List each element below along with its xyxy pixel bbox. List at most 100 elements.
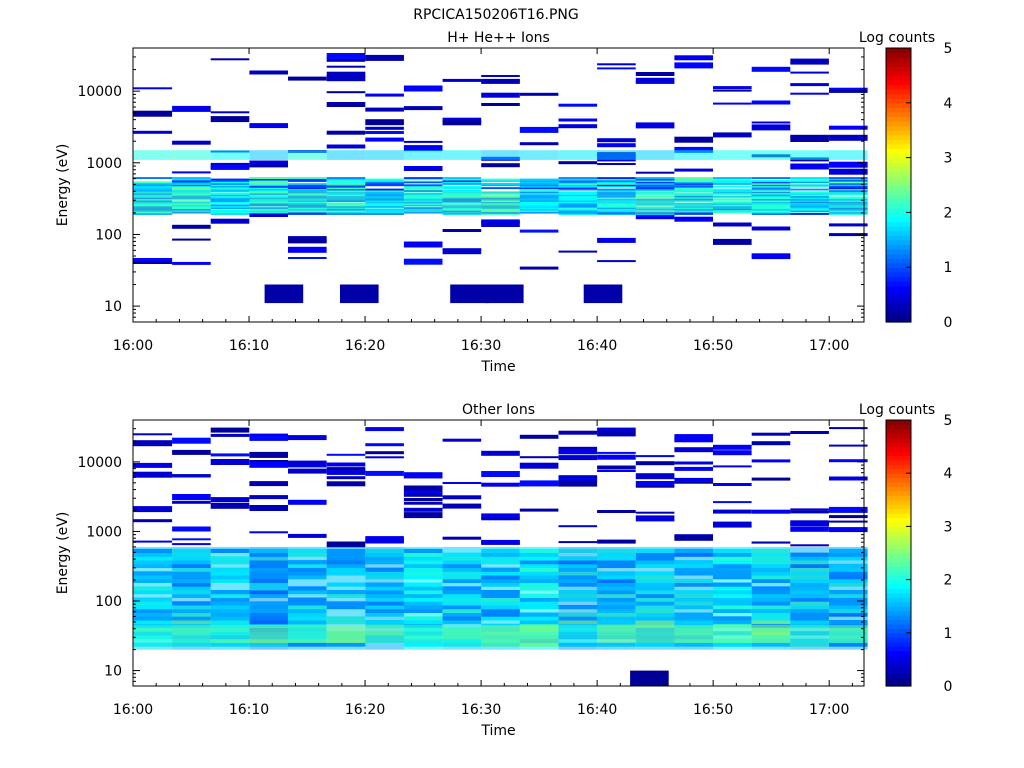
heatmap-cell <box>597 190 636 192</box>
heatmap-cell <box>288 187 327 190</box>
heatmap-cell <box>597 180 636 182</box>
heatmap-cell <box>210 213 250 215</box>
heatmap-band-cell <box>249 625 288 643</box>
colorbar-segment <box>886 121 911 127</box>
heatmap-cell <box>403 188 443 191</box>
y-axis-label: Energy (eV) <box>55 512 71 595</box>
colorbar-segment <box>886 162 911 168</box>
heatmap-cell <box>172 543 211 546</box>
heatmap-cell <box>713 444 752 450</box>
heatmap-cell <box>790 510 829 514</box>
heatmap-cell <box>403 493 443 497</box>
colorbar-frame <box>885 47 912 323</box>
colorbar-segment <box>886 212 911 218</box>
heatmap-cell <box>751 188 791 191</box>
heatmap-cell <box>597 260 636 263</box>
heatmap-cell <box>597 451 636 454</box>
heatmap-cell <box>674 481 713 484</box>
heatmap-cell <box>172 187 211 190</box>
heatmap-cell <box>635 185 675 188</box>
heatmap-cell <box>790 136 829 142</box>
heatmap-cell <box>210 453 250 457</box>
heatmap-band-cell <box>674 625 713 643</box>
colorbar-segment <box>886 659 911 665</box>
heatmap-band-cell <box>365 150 404 160</box>
heatmap-cell <box>172 238 211 241</box>
colorbar-segment <box>886 517 911 523</box>
heatmap-cell <box>519 229 559 233</box>
heatmap-cell <box>365 427 404 432</box>
heatmap-cell <box>133 177 173 179</box>
heatmap-band-cell <box>713 625 752 643</box>
heatmap-cell <box>365 107 404 112</box>
colorbar-segment <box>886 641 911 647</box>
colorbar-segment <box>886 663 911 669</box>
heatmap-cell <box>829 89 868 93</box>
heatmap-cell <box>790 181 829 184</box>
y-tick-label: 100 <box>95 227 122 243</box>
y-tick-label: 10 <box>104 299 122 315</box>
heatmap-cell <box>249 495 288 500</box>
heatmap-cell <box>597 237 636 243</box>
colorbar-segment <box>886 276 911 282</box>
heatmap-cell <box>674 184 713 187</box>
heatmap-band-cell <box>210 625 250 643</box>
heatmap-cell <box>403 140 443 143</box>
heatmap-cell <box>635 515 675 522</box>
colorbar-segment <box>886 130 911 136</box>
colorbar-segment <box>886 125 911 131</box>
x-tick-label: 16:50 <box>693 338 733 354</box>
heatmap-cell <box>172 178 211 181</box>
heatmap-cell <box>326 91 366 94</box>
heatmap-cell <box>326 476 366 480</box>
heatmap-band-cell <box>326 191 366 213</box>
heatmap-cell <box>519 187 559 190</box>
heatmap-cell <box>713 132 752 138</box>
heatmap-cell <box>635 122 675 129</box>
heatmap-cell <box>597 185 636 188</box>
heatmap-cell <box>403 145 443 152</box>
heatmap-cell <box>790 526 829 532</box>
heatmap-cell <box>172 526 211 532</box>
heatmap-cell <box>558 182 598 185</box>
heatmap-cell <box>249 123 288 129</box>
heatmap-cell <box>713 177 752 179</box>
heatmap-cell <box>249 505 288 511</box>
heatmap-cell <box>326 181 366 184</box>
heatmap-cell <box>751 187 791 190</box>
heatmap-cell <box>558 250 598 253</box>
heatmap-cell <box>442 185 482 188</box>
heatmap-cell <box>674 168 713 172</box>
heatmap-cell <box>133 540 173 543</box>
heatmap-band-cell <box>288 191 327 213</box>
heatmap-cell <box>558 541 598 544</box>
heatmap-band-cell <box>790 191 829 213</box>
heatmap-cell <box>133 261 173 264</box>
heatmap-cell <box>249 164 288 168</box>
heatmap-cell <box>674 477 713 482</box>
colorbar-segment <box>886 490 911 496</box>
heatmap-cell <box>403 85 443 92</box>
colorbar-segment <box>886 513 911 519</box>
colorbar-segment <box>886 464 911 470</box>
heatmap-cell <box>751 124 791 131</box>
heatmap-cell <box>751 185 791 188</box>
colorbar-segment <box>886 632 911 638</box>
heatmap-cell <box>442 187 482 190</box>
heatmap-cell <box>751 180 791 182</box>
colorbar-segment <box>886 239 911 245</box>
heatmap-band-cell <box>403 150 443 160</box>
colorbar-tick-label: 2 <box>944 205 953 221</box>
heatmap-cell <box>751 477 791 481</box>
colorbar-segment <box>886 677 911 683</box>
heatmap-cell <box>558 161 598 165</box>
heatmap-cell <box>674 180 713 182</box>
heatmap-cell <box>790 92 829 95</box>
heatmap-cell <box>365 93 404 97</box>
colorbar-segment <box>886 66 911 72</box>
colorbar-segment <box>886 52 911 58</box>
heatmap-cell <box>829 182 868 185</box>
heatmap-cell <box>172 500 211 504</box>
heatmap-cell <box>597 138 636 143</box>
colorbar-segment <box>886 157 911 163</box>
